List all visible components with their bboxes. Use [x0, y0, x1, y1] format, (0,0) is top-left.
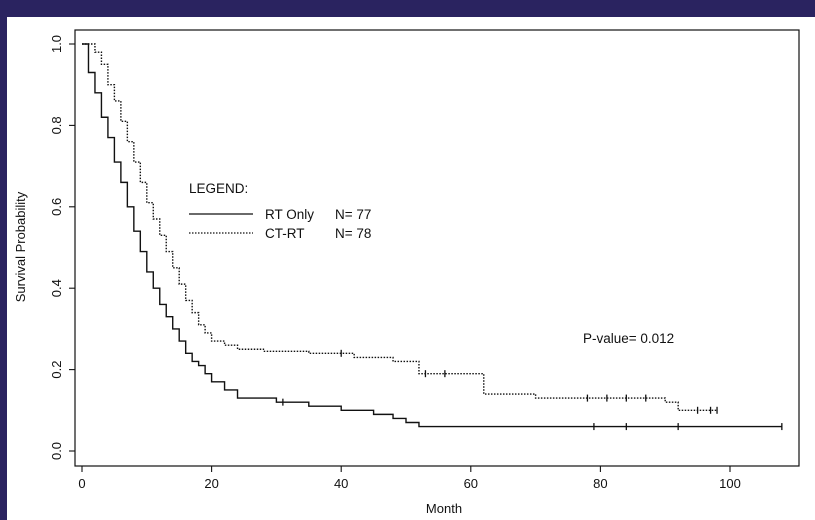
y-axis: 0.0 0.2 0.4 0.6 0.8 1.0 — [49, 35, 75, 460]
legend-label-rt-only: RT Only — [265, 207, 314, 222]
legend: LEGEND: RT Only N= 77 CT-RT N= 78 — [189, 181, 371, 241]
y-tick-label: 0.8 — [49, 116, 64, 134]
legend-label-ct-rt: CT-RT — [265, 226, 305, 241]
chart-frame: 0.0 0.2 0.4 0.6 0.8 1.0 0 20 40 60 80 100 Month Su… — [7, 17, 815, 520]
series-line-rt-only — [82, 43, 782, 428]
y-tick-label: 1.0 — [49, 35, 64, 53]
y-axis-title: Survival Probability — [13, 191, 28, 302]
y-tick-label: 0.4 — [49, 279, 64, 297]
legend-n-rt-only: N= 77 — [335, 207, 371, 222]
series-line-ct-rt — [82, 43, 718, 411]
x-tick-label: 40 — [334, 476, 348, 491]
x-tick-label: 80 — [593, 476, 607, 491]
x-tick-label: 0 — [78, 476, 85, 491]
y-tick-label: 0.2 — [49, 361, 64, 379]
y-tick-label: 0.0 — [49, 442, 64, 460]
survival-chart: 0.0 0.2 0.4 0.6 0.8 1.0 0 20 40 60 80 100 Month Su… — [13, 29, 800, 516]
y-tick-label: 0.6 — [49, 198, 64, 216]
legend-title: LEGEND: — [189, 181, 248, 196]
x-axis: 0 20 40 60 80 100 — [78, 466, 741, 491]
p-value-annotation: P-value= 0.012 — [583, 331, 674, 346]
x-tick-label: 20 — [204, 476, 218, 491]
legend-n-ct-rt: N= 78 — [335, 226, 371, 241]
x-tick-label: 60 — [464, 476, 478, 491]
plot-area-border — [74, 29, 800, 467]
x-tick-label: 100 — [719, 476, 741, 491]
x-axis-title: Month — [426, 501, 462, 516]
series-layer — [82, 43, 783, 431]
